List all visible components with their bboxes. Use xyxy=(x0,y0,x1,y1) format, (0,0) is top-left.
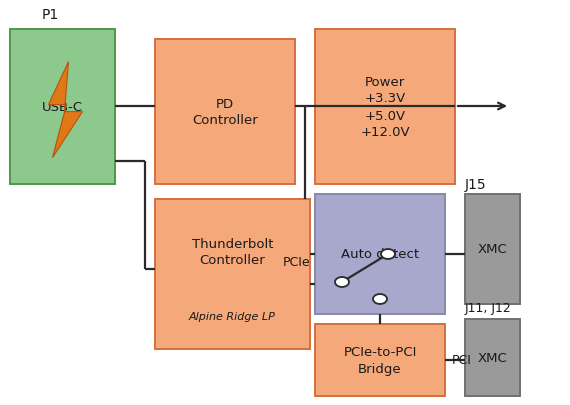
Circle shape xyxy=(373,294,387,304)
Text: XMC: XMC xyxy=(478,351,507,364)
Text: Thunderbolt
Controller: Thunderbolt Controller xyxy=(192,237,273,267)
Bar xyxy=(10,30,115,185)
Text: J15: J15 xyxy=(465,177,487,192)
Bar xyxy=(465,319,520,396)
Text: Auto detect: Auto detect xyxy=(341,248,419,261)
Text: PCIe: PCIe xyxy=(282,256,310,269)
Text: P1: P1 xyxy=(42,8,59,22)
Bar xyxy=(155,40,295,185)
Bar xyxy=(315,194,445,314)
Circle shape xyxy=(335,277,349,287)
Polygon shape xyxy=(48,62,83,158)
Text: J11, J12: J11, J12 xyxy=(465,301,512,314)
Text: PCI: PCI xyxy=(452,354,472,367)
Text: PD
Controller: PD Controller xyxy=(192,97,258,127)
Text: PCIe-to-PCI
Bridge: PCIe-to-PCI Bridge xyxy=(343,345,417,375)
Text: XMC: XMC xyxy=(478,243,507,256)
Bar xyxy=(155,200,310,349)
Circle shape xyxy=(381,249,395,259)
Bar xyxy=(315,30,455,185)
Text: Alpine Ridge LP: Alpine Ridge LP xyxy=(189,311,276,321)
Text: Power
+3.3V
+5.0V
+12.0V: Power +3.3V +5.0V +12.0V xyxy=(360,75,410,139)
Bar xyxy=(315,324,445,396)
Text: USB-C: USB-C xyxy=(42,101,83,114)
Bar xyxy=(465,194,520,304)
